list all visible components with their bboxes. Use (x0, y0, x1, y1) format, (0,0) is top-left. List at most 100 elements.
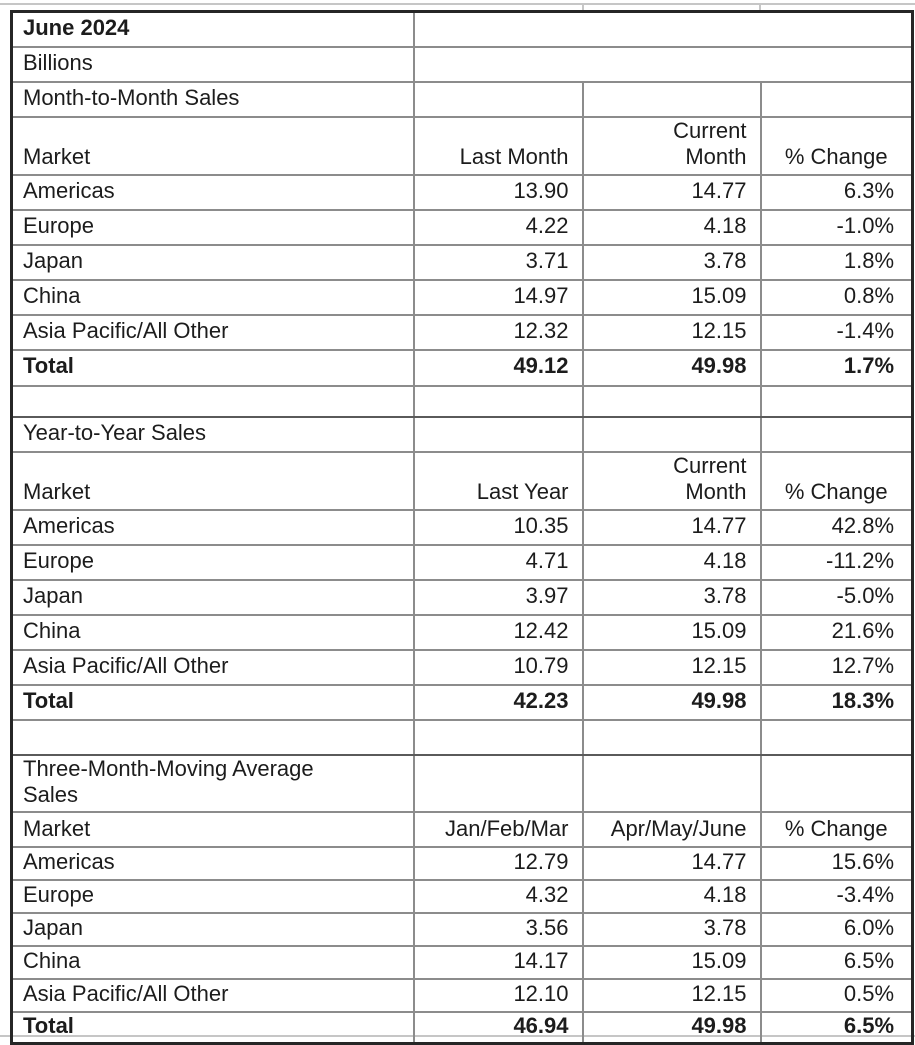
table-row: Americas 13.90 14.77 6.3% (10, 173, 914, 211)
table-row: Europe 4.22 4.18 -1.0% (10, 208, 914, 246)
market-cell: Asia Pacific/All Other (10, 648, 415, 686)
market-cell: Japan (10, 578, 415, 616)
col-header-current-month: Current Month (581, 450, 762, 511)
header-row: Market Last Year Current Month % Change (10, 450, 914, 511)
value-cell: 10.35 (412, 508, 584, 546)
cropped-gridline-stub (582, 4, 584, 12)
value-cell: 12.15 (581, 313, 762, 351)
empty-cell (581, 753, 762, 813)
value-cell: 4.71 (412, 543, 584, 581)
total-label: Total (10, 1010, 415, 1044)
market-cell: China (10, 278, 415, 316)
table-row: Europe 4.32 4.18 -3.4% (10, 878, 914, 914)
value-cell: 12.79 (412, 845, 584, 881)
change-cell: 21.6% (759, 613, 914, 651)
empty-cell (412, 753, 584, 813)
table-row: Americas 10.35 14.77 42.8% (10, 508, 914, 546)
header-line: Current (673, 117, 747, 143)
value-cell: 14.97 (412, 278, 584, 316)
empty-cell (10, 384, 415, 418)
change-cell: 1.8% (759, 243, 914, 281)
value-cell: 12.15 (581, 977, 762, 1013)
value-cell: 15.09 (581, 613, 762, 651)
value-cell: 15.09 (581, 278, 762, 316)
table-row: Asia Pacific/All Other 12.10 12.15 0.5% (10, 977, 914, 1013)
empty-cell (412, 415, 584, 453)
empty-cell (759, 753, 914, 813)
col-header-pct-change: % Change (759, 450, 914, 511)
col-header-market: Market (10, 450, 415, 511)
col-header-last-year: Last Year (412, 450, 584, 511)
value-cell: 3.78 (581, 911, 762, 947)
col-header-last-month: Last Month (412, 115, 584, 176)
empty-cell (581, 384, 762, 418)
value-cell: 3.71 (412, 243, 584, 281)
col-header-current-month: Current Month (581, 115, 762, 176)
table-row: Japan 3.97 3.78 -5.0% (10, 578, 914, 616)
table-row: China 14.17 15.09 6.5% (10, 944, 914, 980)
value-cell: 15.09 (581, 944, 762, 980)
section-title-row-year-to-year: Year-to-Year Sales (10, 415, 914, 453)
value-cell: 10.79 (412, 648, 584, 686)
table-row: Americas 12.79 14.77 15.6% (10, 845, 914, 881)
col-header-market: Market (10, 115, 415, 176)
market-cell: China (10, 613, 415, 651)
total-value-cell: 49.98 (581, 1010, 762, 1044)
spacer-row (10, 384, 914, 418)
section-title-row-month-to-month: Month-to-Month Sales (10, 80, 914, 118)
empty-cell (10, 718, 415, 756)
total-value-cell: 42.23 (412, 683, 584, 721)
value-cell: 14.77 (581, 845, 762, 881)
value-cell: 4.22 (412, 208, 584, 246)
market-cell: Asia Pacific/All Other (10, 977, 415, 1013)
change-cell: -3.4% (759, 878, 914, 914)
value-cell: 13.90 (412, 173, 584, 211)
value-cell: 12.10 (412, 977, 584, 1013)
value-cell: 14.77 (581, 508, 762, 546)
empty-cell (412, 45, 914, 83)
table-row: Asia Pacific/All Other 12.32 12.15 -1.4% (10, 313, 914, 351)
units-label: Billions (10, 45, 415, 83)
change-cell: -1.0% (759, 208, 914, 246)
spacer-row (10, 718, 914, 756)
value-cell: 14.17 (412, 944, 584, 980)
empty-cell (412, 10, 914, 48)
total-change-cell: 1.7% (759, 348, 914, 387)
header-row: Market Jan/Feb/Mar Apr/May/June % Change (10, 810, 914, 848)
market-cell: Americas (10, 508, 415, 546)
section-title-row-three-month-moving-average: Three-Month-Moving Average Sales (10, 753, 914, 813)
empty-cell (759, 80, 914, 118)
value-cell: 4.18 (581, 543, 762, 581)
units-row: Billions (10, 45, 914, 83)
empty-cell (759, 718, 914, 756)
section-title-line: Sales (23, 781, 79, 807)
market-cell: Japan (10, 911, 415, 947)
market-cell: Asia Pacific/All Other (10, 313, 415, 351)
empty-cell (581, 415, 762, 453)
cropped-gridline-top (0, 3, 915, 5)
empty-cell (412, 718, 584, 756)
value-cell: 4.18 (581, 208, 762, 246)
empty-cell (412, 80, 584, 118)
total-row: Total 49.12 49.98 1.7% (10, 348, 914, 387)
header-line: Month (685, 143, 747, 169)
value-cell: 4.32 (412, 878, 584, 914)
market-cell: Europe (10, 208, 415, 246)
section-title: Three-Month-Moving Average Sales (10, 753, 415, 813)
col-header-pct-change: % Change (759, 810, 914, 848)
change-cell: -1.4% (759, 313, 914, 351)
header-line: Month (685, 478, 747, 504)
empty-cell (759, 415, 914, 453)
table-row: China 12.42 15.09 21.6% (10, 613, 914, 651)
value-cell: 3.78 (581, 578, 762, 616)
total-row: Total 42.23 49.98 18.3% (10, 683, 914, 721)
empty-cell (412, 384, 584, 418)
change-cell: 42.8% (759, 508, 914, 546)
report-title: June 2024 (10, 10, 415, 48)
table-row: Europe 4.71 4.18 -11.2% (10, 543, 914, 581)
market-cell: Japan (10, 243, 415, 281)
change-cell: 0.8% (759, 278, 914, 316)
sales-report-sheet: June 2024 Billions Month-to-Month Sales … (10, 10, 915, 1045)
market-cell: Europe (10, 543, 415, 581)
value-cell: 14.77 (581, 173, 762, 211)
